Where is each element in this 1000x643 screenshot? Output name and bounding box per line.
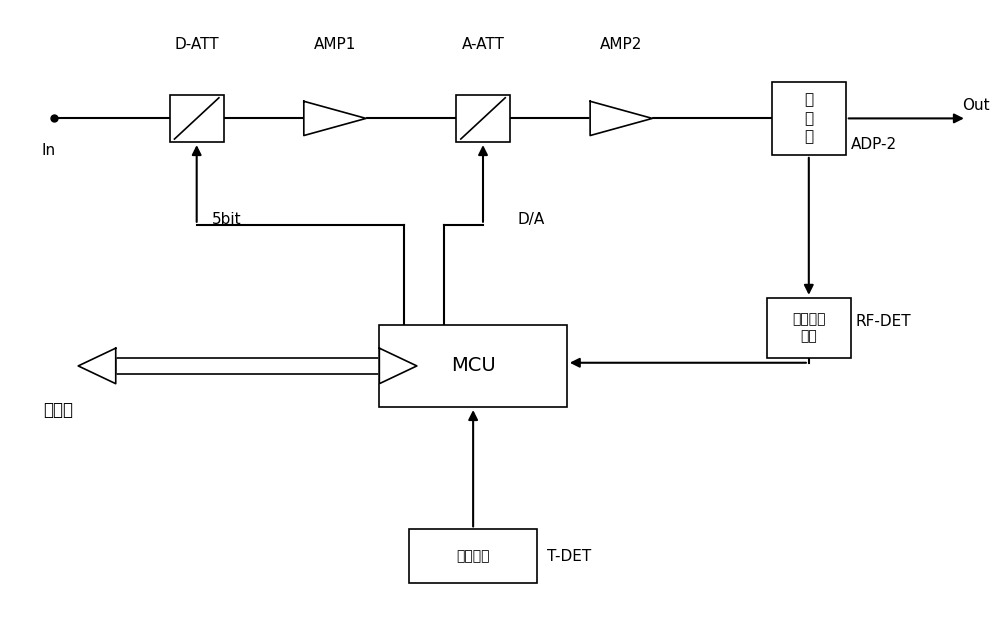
- Bar: [379, 325, 567, 407]
- Text: D-ATT: D-ATT: [174, 37, 219, 52]
- Text: 功
分
器: 功 分 器: [804, 93, 813, 145]
- Text: 温度检测: 温度检测: [456, 549, 490, 563]
- Text: D/A: D/A: [518, 212, 545, 228]
- Text: ADP-2: ADP-2: [851, 138, 897, 152]
- Text: RF-DET: RF-DET: [856, 314, 911, 329]
- Bar: [409, 529, 537, 583]
- Text: In: In: [42, 143, 56, 158]
- Text: AMP2: AMP2: [600, 37, 642, 52]
- Text: AMP1: AMP1: [314, 37, 356, 52]
- Text: 上位机: 上位机: [44, 401, 74, 419]
- Text: A-ATT: A-ATT: [462, 37, 504, 52]
- Bar: [170, 95, 224, 142]
- Text: T-DET: T-DET: [547, 549, 591, 564]
- Polygon shape: [379, 348, 417, 384]
- Bar: [772, 82, 846, 155]
- Text: 5bit: 5bit: [211, 212, 241, 228]
- Bar: [116, 358, 379, 374]
- Bar: [767, 298, 851, 358]
- Text: MCU: MCU: [451, 356, 496, 376]
- Polygon shape: [590, 101, 652, 136]
- Text: 信号检测
射频: 信号检测 射频: [792, 312, 826, 343]
- Bar: [456, 95, 510, 142]
- Text: Out: Out: [962, 98, 989, 113]
- Polygon shape: [78, 348, 116, 384]
- Polygon shape: [304, 101, 366, 136]
